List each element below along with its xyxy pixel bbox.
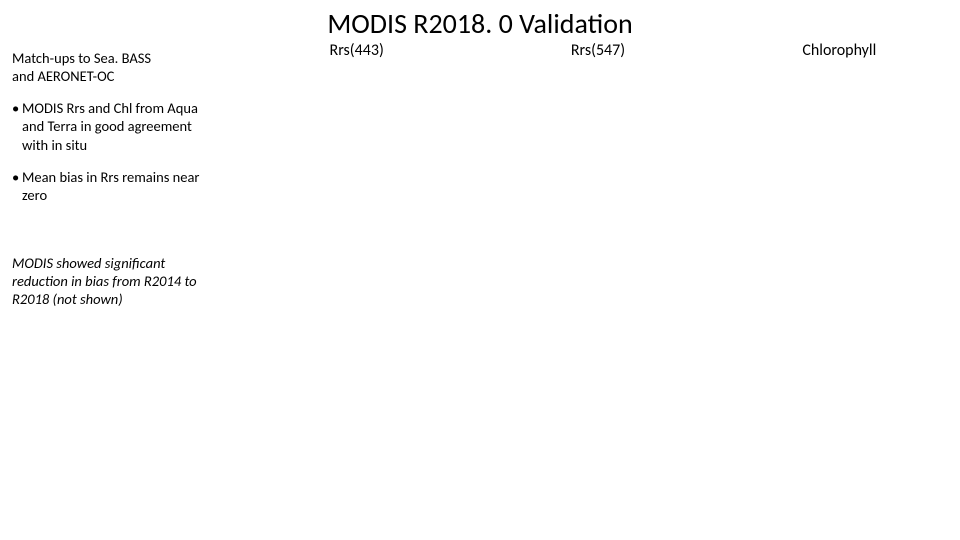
column-headers: Rrs(443) Rrs(547) Chlorophyll	[210, 41, 960, 61]
bullet-dot-icon: •	[12, 99, 22, 153]
sidebar-bullet-2: • Mean bias in Rrs remains near zero	[12, 168, 200, 204]
page-title: MODIS R2018. 0 Validation	[0, 0, 960, 41]
sidebar-bullet-1-text: MODIS Rrs and Chl from Aqua and Terra in…	[22, 99, 200, 153]
sidebar-bullet-1: • MODIS Rrs and Chl from Aqua and Terra …	[12, 99, 200, 153]
sidebar-bullet-2-text: Mean bias in Rrs remains near zero	[22, 168, 200, 204]
bullet-dot-icon: •	[12, 168, 22, 204]
col-header-1: Rrs(547)	[477, 41, 718, 61]
main-layout: Match-ups to Sea. BASS and AERONET-OC • …	[0, 41, 960, 537]
chart-grid: Rrs(443) Rrs(547) Chlorophyll	[210, 41, 960, 537]
col-header-0: Rrs(443)	[236, 41, 477, 61]
sidebar-heading-l1: Match-ups to Sea. BASS	[12, 49, 151, 67]
col-header-2: Chlorophyll	[719, 41, 960, 61]
sidebar: Match-ups to Sea. BASS and AERONET-OC • …	[0, 41, 210, 537]
sidebar-note: MODIS showed significant reduction in bi…	[12, 254, 200, 308]
sidebar-heading: Match-ups to Sea. BASS and AERONET-OC	[12, 49, 200, 85]
sidebar-heading-l2: and AERONET-OC	[12, 67, 114, 85]
